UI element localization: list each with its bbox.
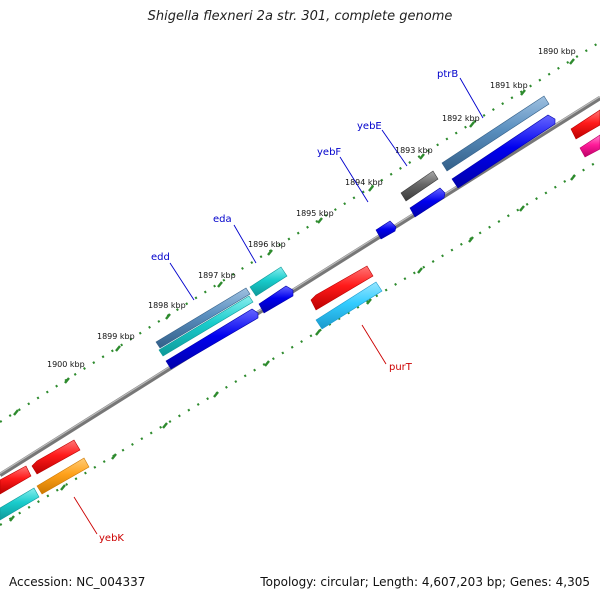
gene-left-red[interactable] <box>0 465 32 495</box>
tick-label: 1893 kbp <box>395 146 433 155</box>
gene-label-edd: edd <box>151 252 170 263</box>
gene-edd[interactable] <box>155 287 251 349</box>
gene-magenta-offscreen[interactable] <box>579 134 600 158</box>
accession-text: Accession: NC_004337 <box>9 575 146 589</box>
gene-leaders-lower <box>73 324 387 535</box>
gene-yebE-lower[interactable] <box>409 187 446 218</box>
gene-left-cyan[interactable] <box>0 487 40 521</box>
gene-label-yebK: yebK <box>99 533 124 544</box>
tick-label: 1891 kbp <box>490 81 528 90</box>
gene-eda-lower[interactable] <box>258 285 294 314</box>
gene-label-yebF: yebF <box>317 147 341 158</box>
gene-label-eda: eda <box>213 214 232 225</box>
tick-label: 1897 kbp <box>198 271 236 280</box>
tick-label: 1892 kbp <box>442 114 480 123</box>
topology-text: Topology: circular; Length: 4,607,203 bp… <box>260 575 590 589</box>
inner-major-ticks <box>9 174 576 522</box>
gene-yebK[interactable] <box>31 439 81 475</box>
tick-label: 1894 kbp <box>345 178 383 187</box>
map-title: Shigella flexneri 2a str. 301, complete … <box>147 9 453 24</box>
gene-eda[interactable] <box>249 266 288 297</box>
gene-purT-lower[interactable] <box>315 281 383 330</box>
gene-yebK-lower[interactable] <box>36 457 90 495</box>
gene-yebE[interactable] <box>400 170 439 202</box>
tick-label: 1900 kbp <box>47 360 85 369</box>
outer-ruler <box>0 41 600 423</box>
gene-ptrB-lower[interactable] <box>451 114 556 189</box>
gene-red-offscreen[interactable] <box>570 109 600 140</box>
genome-backbone <box>0 96 600 477</box>
tick-label: 1898 kbp <box>148 301 186 310</box>
gene-label-purT: purT <box>389 362 413 373</box>
tick-label: 1896 kbp <box>248 240 286 249</box>
gene-label-ptrB: ptrB <box>437 69 458 80</box>
tick-label: 1899 kbp <box>97 332 135 341</box>
gene-purT[interactable] <box>310 265 374 311</box>
gene-leaders-upper <box>169 77 484 301</box>
gene-edd-lower[interactable] <box>165 308 259 370</box>
gene-ptrB[interactable] <box>441 95 550 172</box>
tick-label: 1890 kbp <box>538 47 576 56</box>
gene-edd-cyan[interactable] <box>158 295 254 357</box>
gene-yebF[interactable] <box>375 220 397 240</box>
outer-major-ticks <box>13 58 575 416</box>
tick-label: 1895 kbp <box>296 209 334 218</box>
gene-label-yebE: yebE <box>357 121 382 132</box>
